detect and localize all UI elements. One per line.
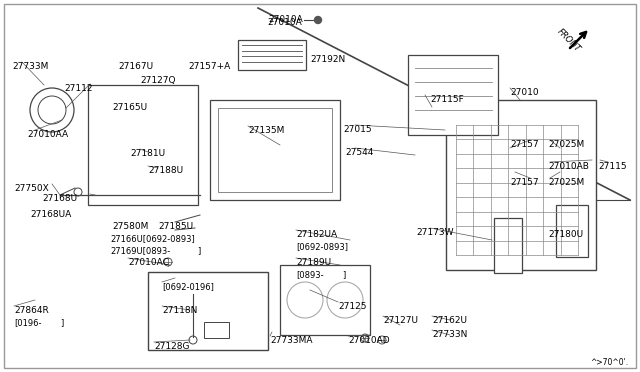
Bar <box>238 40 306 70</box>
Circle shape <box>314 16 321 23</box>
Text: 27580M: 27580M <box>112 222 148 231</box>
Bar <box>210 100 340 200</box>
Text: 27010AD: 27010AD <box>348 336 390 345</box>
Text: 27010A: 27010A <box>267 18 301 27</box>
Text: ]: ] <box>197 246 200 255</box>
Text: 27125: 27125 <box>338 302 367 311</box>
Bar <box>88 85 198 205</box>
Text: 27010AB: 27010AB <box>548 162 589 171</box>
Text: 27182UA: 27182UA <box>296 230 337 239</box>
Text: 27010AC: 27010AC <box>128 258 169 267</box>
Text: ]: ] <box>342 270 345 279</box>
Text: 27157: 27157 <box>510 140 539 149</box>
Text: ]: ] <box>60 318 63 327</box>
Text: FRONT: FRONT <box>555 27 582 54</box>
Text: 27188U: 27188U <box>148 166 183 175</box>
Text: 27115F: 27115F <box>430 95 464 104</box>
Text: [0893-: [0893- <box>296 270 324 279</box>
Text: 27135M: 27135M <box>248 126 284 135</box>
Text: 27168UA: 27168UA <box>30 210 71 219</box>
Text: 27181U: 27181U <box>130 149 165 158</box>
Text: 27733N: 27733N <box>432 330 467 339</box>
Text: 27025M: 27025M <box>548 140 584 149</box>
Bar <box>494 218 522 273</box>
Text: [0196-: [0196- <box>14 318 42 327</box>
Text: 27127Q: 27127Q <box>140 76 175 85</box>
Text: 27015: 27015 <box>343 125 372 134</box>
Text: 27127U: 27127U <box>383 316 418 325</box>
Bar <box>218 108 332 192</box>
Text: 27864R: 27864R <box>14 306 49 315</box>
Text: 27010AA: 27010AA <box>27 130 68 139</box>
Bar <box>408 55 498 135</box>
Text: 27157+A: 27157+A <box>188 62 230 71</box>
Text: [0692-0893]: [0692-0893] <box>296 242 348 251</box>
Text: 27166U[0692-0893]: 27166U[0692-0893] <box>110 234 195 243</box>
Text: 27118N: 27118N <box>162 306 197 315</box>
Text: 27544: 27544 <box>345 148 373 157</box>
Text: 27189U: 27189U <box>296 258 331 267</box>
Text: 27185U: 27185U <box>158 222 193 231</box>
Text: 27173W: 27173W <box>416 228 454 237</box>
Text: 27165U: 27165U <box>112 103 147 112</box>
Text: 27167U: 27167U <box>118 62 153 71</box>
Text: 27162U: 27162U <box>432 316 467 325</box>
Bar <box>148 272 268 350</box>
Text: 27168U: 27168U <box>42 194 77 203</box>
Text: 27733M: 27733M <box>12 62 49 71</box>
Bar <box>204 322 229 338</box>
Text: 27733MA: 27733MA <box>270 336 312 345</box>
Text: 27750X: 27750X <box>14 184 49 193</box>
Text: 27169U[0893-: 27169U[0893- <box>110 246 170 255</box>
Bar <box>446 100 596 270</box>
Text: ^>70^0'.: ^>70^0'. <box>590 358 628 367</box>
Text: 27025M: 27025M <box>548 178 584 187</box>
Text: 27115: 27115 <box>598 162 627 171</box>
Text: 27180U: 27180U <box>548 230 583 239</box>
Text: 27192N: 27192N <box>310 55 345 64</box>
Text: 27128G: 27128G <box>154 342 189 351</box>
Bar <box>556 205 588 257</box>
Text: [0692-0196]: [0692-0196] <box>162 282 214 291</box>
Text: 27112: 27112 <box>64 84 93 93</box>
Text: 27157: 27157 <box>510 178 539 187</box>
Bar <box>280 265 370 335</box>
Text: 27010: 27010 <box>510 88 539 97</box>
Text: 27010A: 27010A <box>268 16 303 25</box>
